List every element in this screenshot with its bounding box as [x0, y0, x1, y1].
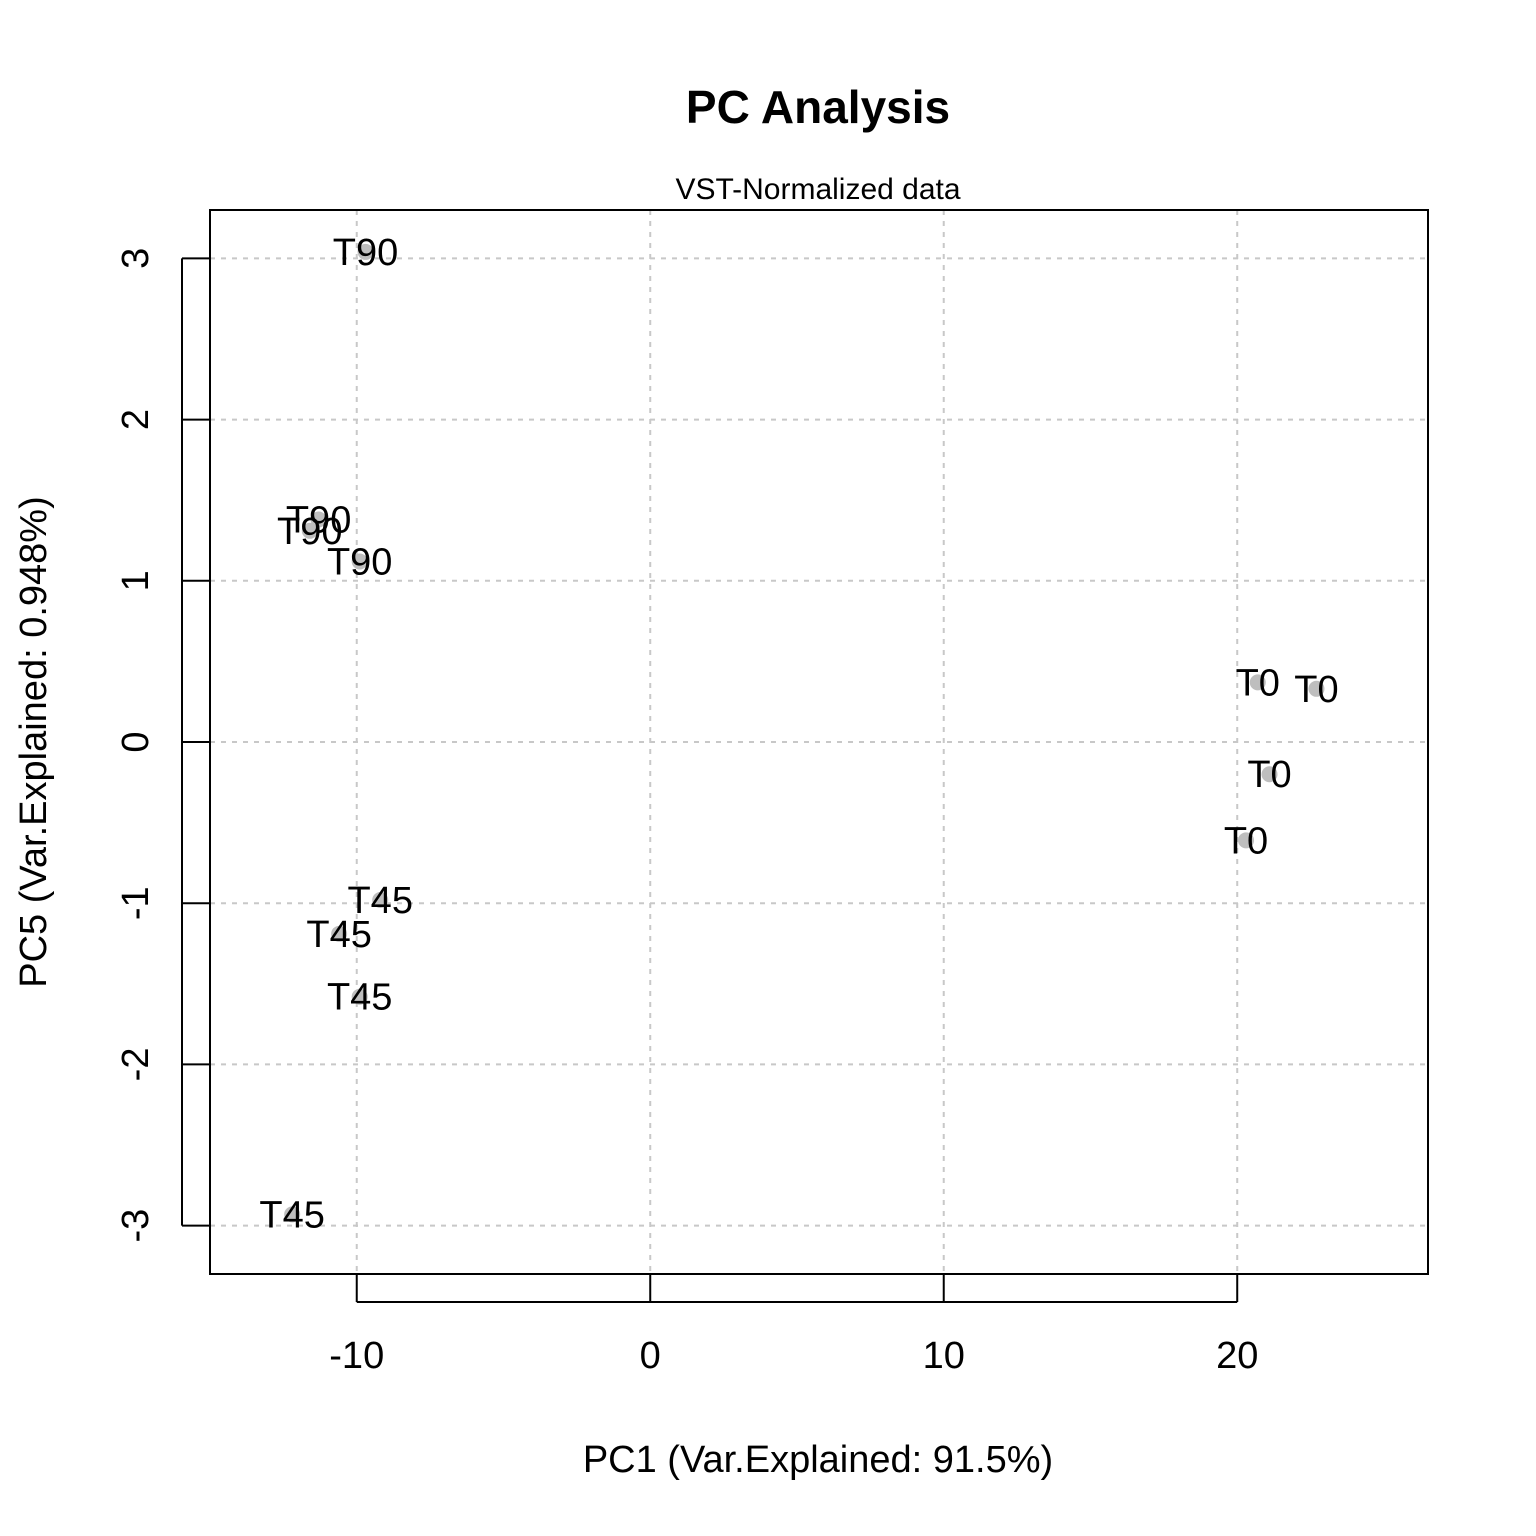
- data-point: [284, 1206, 301, 1223]
- point-label: T90: [286, 500, 351, 542]
- point-label: T0: [1247, 754, 1291, 796]
- y-tick-label: -2: [115, 1048, 157, 1082]
- chart-title: PC Analysis: [686, 81, 950, 133]
- chart-subtitle: VST-Normalized data: [675, 173, 960, 206]
- data-point: [1249, 674, 1266, 691]
- data-point: [1238, 832, 1255, 849]
- y-tick-label: 3: [115, 248, 157, 269]
- point-label: T90: [277, 511, 342, 553]
- x-axis-label: PC1 (Var.Explained: 91.5%): [583, 1439, 1053, 1481]
- point-label: T45: [306, 914, 371, 956]
- point-label: T90: [327, 541, 392, 583]
- y-tick-label: 0: [115, 731, 157, 752]
- grid-layer: [210, 210, 1428, 1274]
- data-point: [372, 891, 389, 908]
- data-point: [310, 511, 327, 528]
- data-point: [351, 553, 368, 570]
- point-label: T0: [1224, 820, 1268, 862]
- data-point: [301, 522, 318, 539]
- point-label: T45: [327, 977, 392, 1019]
- point-label: T0: [1236, 662, 1280, 704]
- x-tick-label: -10: [329, 1335, 384, 1377]
- y-tick-label: 1: [115, 570, 157, 591]
- x-tick-label: 0: [640, 1335, 661, 1377]
- data-point: [1308, 680, 1325, 697]
- point-label: T0: [1294, 669, 1338, 711]
- x-tick-label: 10: [923, 1335, 965, 1377]
- point-label: T45: [347, 880, 412, 922]
- data-point: [351, 988, 368, 1005]
- data-point: [1261, 766, 1278, 783]
- y-tick-label: -1: [115, 886, 157, 920]
- plot-frame: [209, 209, 1429, 1275]
- point-label: T90: [333, 232, 398, 274]
- y-tick-label: 2: [115, 409, 157, 430]
- data-point: [331, 925, 348, 942]
- x-tick-label: 20: [1216, 1335, 1258, 1377]
- y-axis-label: PC5 (Var.Explained: 0.948%): [13, 496, 55, 987]
- point-label: T45: [259, 1194, 324, 1236]
- y-tick-label: -3: [115, 1209, 157, 1243]
- data-point: [357, 243, 374, 260]
